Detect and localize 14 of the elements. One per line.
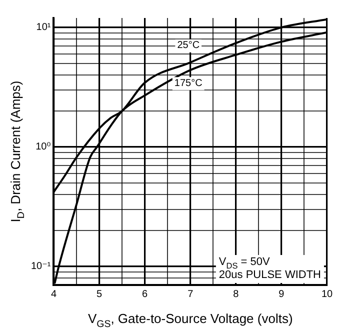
y-axis-title: ID, Drain Current (Amps) xyxy=(8,80,27,222)
x-tick-label: 4 xyxy=(50,288,57,300)
x-tick-label: 6 xyxy=(142,288,148,300)
x-tick-label: 5 xyxy=(96,288,102,300)
x-tick-label: 7 xyxy=(188,288,194,300)
x-tick-label: 9 xyxy=(278,288,285,300)
y-tick-label: 10⁰ xyxy=(36,142,51,153)
y-tick-label: 10⁻¹ xyxy=(30,261,52,272)
annotation: 20us PULSE WIDTH xyxy=(218,269,322,281)
y-tick-label: 10¹ xyxy=(36,22,52,34)
x-tick-label: 10 xyxy=(321,288,333,300)
x-tick-label: 8 xyxy=(233,288,240,300)
series-label: 25°C xyxy=(177,40,200,52)
series-label: 175°C xyxy=(174,78,202,89)
